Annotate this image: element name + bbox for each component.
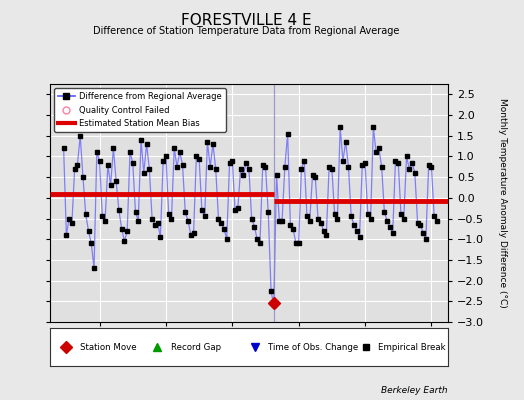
Text: Berkeley Earth: Berkeley Earth (381, 386, 448, 395)
Text: FORESTVILLE 4 E: FORESTVILLE 4 E (181, 13, 312, 28)
Text: Time of Obs. Change: Time of Obs. Change (268, 342, 358, 352)
Legend: Difference from Regional Average, Quality Control Failed, Estimated Station Mean: Difference from Regional Average, Qualit… (54, 88, 226, 132)
Text: Station Move: Station Move (80, 342, 136, 352)
Text: Difference of Station Temperature Data from Regional Average: Difference of Station Temperature Data f… (93, 26, 399, 36)
Text: Empirical Break: Empirical Break (378, 342, 446, 352)
Y-axis label: Monthly Temperature Anomaly Difference (°C): Monthly Temperature Anomaly Difference (… (498, 98, 507, 308)
Text: Record Gap: Record Gap (171, 342, 221, 352)
